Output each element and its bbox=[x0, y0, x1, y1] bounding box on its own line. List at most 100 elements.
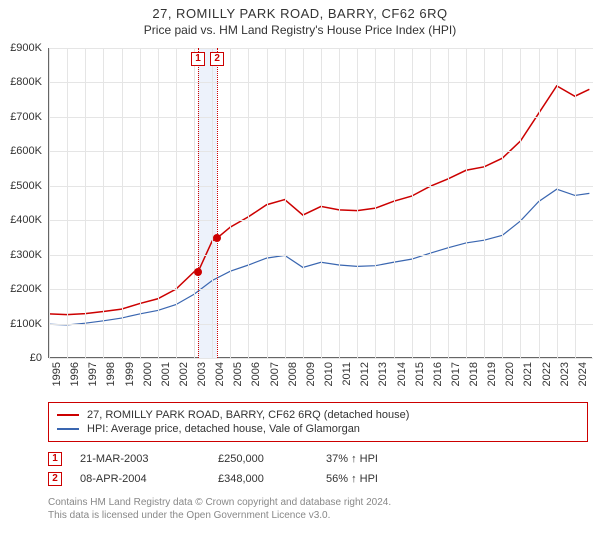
ytick-label: £300K bbox=[0, 249, 42, 261]
ytick-label: £400K bbox=[0, 214, 42, 226]
legend-label: 27, ROMILLY PARK ROAD, BARRY, CF62 6RQ (… bbox=[87, 409, 409, 421]
xtick-label: 2005 bbox=[232, 362, 244, 386]
gridline-v bbox=[539, 48, 540, 358]
event-dot bbox=[213, 234, 221, 242]
event-marker: 2 bbox=[210, 52, 224, 66]
xtick-label: 2022 bbox=[541, 362, 553, 386]
event-pct: 56% ↑ HPI bbox=[326, 473, 426, 485]
xtick-label: 2021 bbox=[522, 362, 534, 386]
series-hpi bbox=[49, 189, 589, 325]
gridline-v bbox=[466, 48, 467, 358]
xtick-label: 2017 bbox=[450, 362, 462, 386]
gridline-v bbox=[557, 48, 558, 358]
attribution-block: Contains HM Land Registry data © Crown c… bbox=[48, 496, 592, 522]
xtick-label: 2016 bbox=[432, 362, 444, 386]
chart-subtitle: Price paid vs. HM Land Registry's House … bbox=[0, 23, 600, 37]
gridline-h bbox=[49, 358, 593, 359]
event-date: 21-MAR-2003 bbox=[80, 453, 200, 465]
xtick-label: 2023 bbox=[559, 362, 571, 386]
event-price: £250,000 bbox=[218, 453, 308, 465]
ytick-label: £0 bbox=[0, 352, 42, 364]
xtick-label: 2000 bbox=[142, 362, 154, 386]
footer-block: 27, ROMILLY PARK ROAD, BARRY, CF62 6RQ (… bbox=[48, 402, 592, 522]
ytick-label: £600K bbox=[0, 145, 42, 157]
legend-swatch bbox=[57, 414, 79, 416]
event-marker: 1 bbox=[191, 52, 205, 66]
attribution-line1: Contains HM Land Registry data © Crown c… bbox=[48, 496, 592, 509]
gridline-v bbox=[484, 48, 485, 358]
ytick-label: £800K bbox=[0, 76, 42, 88]
gridline-v bbox=[502, 48, 503, 358]
gridline-v bbox=[140, 48, 141, 358]
gridline-v bbox=[67, 48, 68, 358]
xtick-label: 2024 bbox=[577, 362, 589, 386]
xtick-label: 2010 bbox=[323, 362, 335, 386]
gridline-v bbox=[85, 48, 86, 358]
legend-swatch bbox=[57, 428, 79, 430]
gridline-v bbox=[122, 48, 123, 358]
gridline-v bbox=[176, 48, 177, 358]
attribution-line2: This data is licensed under the Open Gov… bbox=[48, 509, 592, 522]
xtick-label: 1998 bbox=[105, 362, 117, 386]
gridline-v bbox=[321, 48, 322, 358]
xtick-label: 2018 bbox=[468, 362, 480, 386]
gridline-v bbox=[158, 48, 159, 358]
event-num: 1 bbox=[48, 452, 62, 466]
gridline-v bbox=[267, 48, 268, 358]
gridline-v bbox=[103, 48, 104, 358]
event-vline bbox=[217, 48, 218, 358]
xtick-label: 2009 bbox=[305, 362, 317, 386]
gridline-v bbox=[49, 48, 50, 358]
gridline-v bbox=[212, 48, 213, 358]
xtick-label: 2012 bbox=[359, 362, 371, 386]
gridline-v bbox=[339, 48, 340, 358]
series-price_paid bbox=[49, 86, 589, 315]
gridline-v bbox=[575, 48, 576, 358]
xtick-label: 1999 bbox=[124, 362, 136, 386]
xtick-label: 1995 bbox=[51, 362, 63, 386]
legend-box: 27, ROMILLY PARK ROAD, BARRY, CF62 6RQ (… bbox=[48, 402, 588, 442]
xtick-label: 2003 bbox=[196, 362, 208, 386]
xtick-label: 2001 bbox=[160, 362, 172, 386]
gridline-v bbox=[412, 48, 413, 358]
gridline-v bbox=[285, 48, 286, 358]
gridline-v bbox=[248, 48, 249, 358]
xtick-label: 2013 bbox=[377, 362, 389, 386]
event-price: £348,000 bbox=[218, 473, 308, 485]
events-table: 121-MAR-2003£250,00037% ↑ HPI208-APR-200… bbox=[48, 452, 592, 486]
xtick-label: 2011 bbox=[341, 362, 353, 386]
xtick-label: 2015 bbox=[414, 362, 426, 386]
ytick-label: £700K bbox=[0, 111, 42, 123]
gridline-v bbox=[448, 48, 449, 358]
event-pct: 37% ↑ HPI bbox=[326, 453, 426, 465]
gridline-v bbox=[194, 48, 195, 358]
xtick-label: 2019 bbox=[486, 362, 498, 386]
xtick-label: 2006 bbox=[250, 362, 262, 386]
title-block: 27, ROMILLY PARK ROAD, BARRY, CF62 6RQ P… bbox=[0, 0, 600, 37]
event-vline bbox=[198, 48, 199, 358]
chart-title: 27, ROMILLY PARK ROAD, BARRY, CF62 6RQ bbox=[0, 6, 600, 21]
xtick-label: 2020 bbox=[504, 362, 516, 386]
ytick-label: £900K bbox=[0, 42, 42, 54]
gridline-v bbox=[430, 48, 431, 358]
gridline-v bbox=[520, 48, 521, 358]
event-row: 208-APR-2004£348,00056% ↑ HPI bbox=[48, 472, 592, 486]
chart-container: 27, ROMILLY PARK ROAD, BARRY, CF62 6RQ P… bbox=[0, 0, 600, 560]
legend-row: HPI: Average price, detached house, Vale… bbox=[57, 423, 579, 435]
xtick-label: 1997 bbox=[87, 362, 99, 386]
event-dot bbox=[194, 268, 202, 276]
gridline-v bbox=[394, 48, 395, 358]
gridline-v bbox=[303, 48, 304, 358]
xtick-label: 2002 bbox=[178, 362, 190, 386]
gridline-v bbox=[375, 48, 376, 358]
chart-area: 12 £0£100K£200K£300K£400K£500K£600K£700K… bbox=[48, 48, 592, 358]
xtick-label: 2004 bbox=[214, 362, 226, 386]
plot-area: 12 bbox=[48, 48, 592, 358]
ytick-label: £100K bbox=[0, 318, 42, 330]
ytick-label: £200K bbox=[0, 283, 42, 295]
event-row: 1 21-MAR-2003 £250,000 37% ↑ HPI bbox=[48, 452, 592, 466]
ytick-label: £500K bbox=[0, 180, 42, 192]
gridline-v bbox=[357, 48, 358, 358]
xtick-label: 2014 bbox=[396, 362, 408, 386]
legend-label: HPI: Average price, detached house, Vale… bbox=[87, 423, 360, 435]
